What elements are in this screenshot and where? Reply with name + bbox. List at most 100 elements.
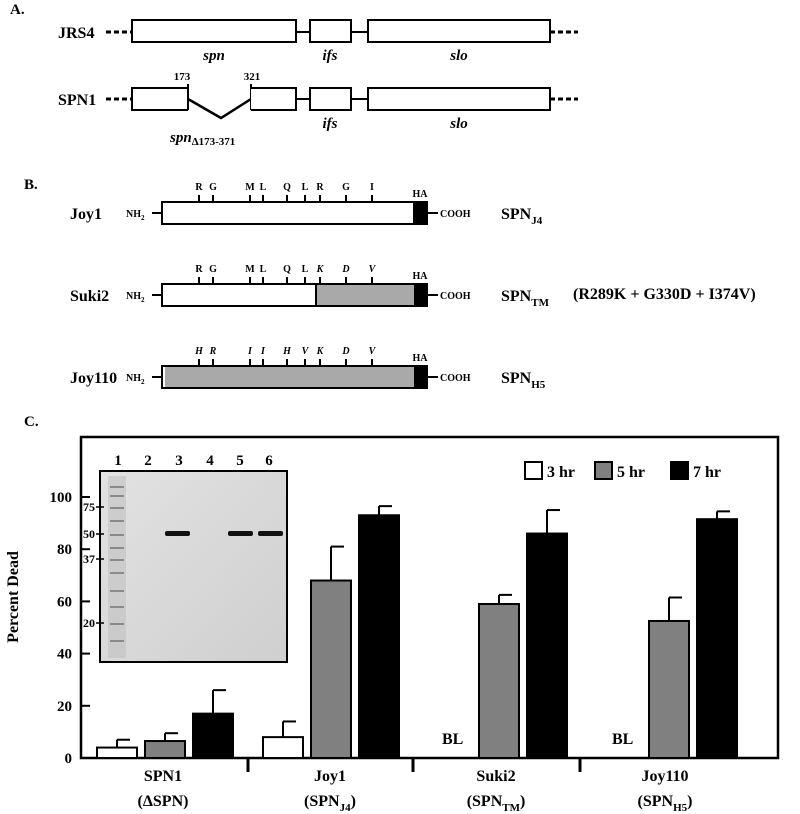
gel-lane-number: 3: [175, 453, 183, 469]
residue-label: D: [341, 264, 349, 275]
spn-fragment-left: [131, 87, 188, 111]
gene-slo-box: [367, 19, 551, 43]
ladder-band: [110, 559, 124, 561]
residue-label: H: [194, 346, 204, 357]
gel-lane-number: 2: [144, 453, 152, 469]
x-category-sublabel: (ΔSPN): [138, 793, 189, 810]
gene-slo-label: slo: [449, 48, 468, 64]
residue-label: L: [260, 182, 267, 193]
ladder-band: [110, 520, 124, 522]
legend-swatch: [594, 461, 613, 480]
residue-label: H: [282, 346, 292, 357]
engineered-region: [165, 367, 414, 387]
gel-band-lane-5: [228, 531, 253, 536]
mutation-summary: (R289K + G330D + I374V): [573, 286, 756, 303]
residue-label: R: [195, 264, 203, 275]
y-tick-label: 60: [57, 594, 72, 610]
residue-label: I: [247, 346, 253, 357]
spn-variant-label: SPNTM: [501, 288, 550, 309]
nh2-terminus-label: NH2: [126, 291, 145, 304]
gel-band-lane-6: [258, 531, 283, 536]
residue-label: G: [209, 182, 217, 193]
bar-spn1-5hr: [144, 740, 186, 759]
y-axis-label: Percent Dead: [5, 551, 22, 643]
gene-ifs-label: ifs: [323, 116, 338, 132]
gene-ifs-box: [309, 87, 352, 111]
y-tick-label: 40: [57, 647, 72, 663]
strain-jrs4-label: JRS4: [58, 25, 94, 42]
bar-suki2-7hr: [526, 532, 568, 759]
gene-spn-label: spn: [202, 48, 225, 64]
gel-lane-number: 6: [265, 453, 273, 469]
ladder-band: [110, 507, 124, 509]
ha-label: HA: [413, 271, 429, 282]
ladder-band: [110, 590, 124, 592]
marker-lane: [108, 476, 126, 658]
ladder-band: [110, 572, 124, 574]
legend-label: 5 hr: [617, 464, 645, 481]
gene-ifs-box: [309, 19, 352, 43]
gel-lane-number: 5: [236, 453, 244, 469]
residue-label: R: [195, 182, 203, 193]
chart-legend: 3 hr 5 hr 7 hr: [524, 461, 721, 481]
residue-label: R: [316, 182, 324, 193]
marker-ladder: [110, 486, 124, 642]
bar-joy1-3hr: [262, 736, 304, 759]
residue-label: G: [209, 264, 217, 275]
residue-label: L: [260, 264, 267, 275]
cooh-terminus-label: COOH: [440, 373, 471, 384]
ladder-band: [110, 640, 124, 642]
gel-lane-number: 1: [114, 453, 122, 469]
residue-label: M: [245, 182, 255, 193]
legend-label: 7 hr: [693, 464, 721, 481]
legend-swatch: [670, 461, 689, 480]
residue-label: I: [260, 346, 266, 357]
bar-spn1-7hr: [192, 712, 234, 760]
ha-label: HA: [413, 353, 429, 364]
bar-joy1-7hr: [358, 514, 400, 760]
strain-spn1-label: SPN1: [58, 92, 96, 109]
ha-tag: [414, 366, 427, 388]
residue-label: G: [342, 182, 350, 193]
x-category-label: Suki2: [476, 768, 515, 785]
engineered-region: [316, 285, 414, 305]
gene-slo-label: slo: [449, 116, 468, 132]
gene-spn-box: [131, 19, 297, 43]
spn-variant-label: SPNJ4: [501, 206, 543, 227]
bar-joy110-5hr: [648, 619, 690, 759]
panel-a-label: A.: [10, 2, 25, 18]
legend-swatch: [524, 461, 543, 480]
x-category-sublabel: (SPNTM): [467, 793, 526, 814]
spn-fragment-right: [251, 87, 297, 111]
gene-slo-box: [367, 87, 551, 111]
gel-size-markers: 75 50 37 20: [83, 500, 104, 630]
gel-inset: 1 2 3 4 5 6 75 50 37 20: [83, 453, 288, 663]
bar-spn1-3hr: [96, 746, 138, 759]
gene-ifs-label: ifs: [323, 48, 338, 64]
below-limit-label: BL: [612, 731, 633, 748]
construct-name: Suki2: [70, 288, 109, 305]
residue-label: R: [209, 346, 217, 357]
y-tick-label: 100: [50, 490, 73, 506]
bar-joy110-7hr: [696, 518, 738, 759]
x-category-label: Joy110: [641, 768, 688, 785]
ladder-band: [110, 534, 124, 536]
residue-label: K: [316, 346, 325, 357]
x-category-sublabel: (SPNH5): [638, 793, 693, 814]
y-tick-label: 20: [57, 699, 72, 715]
x-category-label: SPN1: [144, 768, 182, 785]
bar-suki2-5hr: [478, 603, 520, 760]
protein-body: [161, 201, 415, 225]
ladder-band: [110, 495, 124, 497]
gel-size-marker: 75: [83, 500, 95, 514]
ladder-band: [110, 547, 124, 549]
gel-size-marker: 37: [83, 552, 95, 566]
residue-label: K: [316, 264, 325, 275]
nh2-terminus-label: NH2: [126, 373, 145, 386]
ladder-band: [110, 606, 124, 608]
gel-image: [99, 470, 288, 663]
